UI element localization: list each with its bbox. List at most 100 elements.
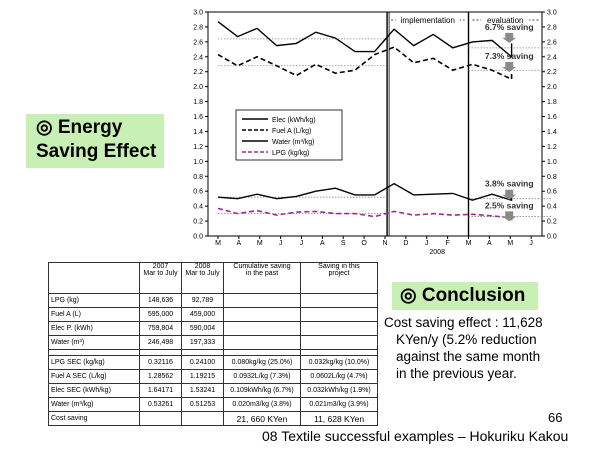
table-cell: 148,636 bbox=[139, 293, 182, 308]
y2-tick-label: 1.2 bbox=[547, 144, 557, 151]
x-tick-label: J bbox=[300, 240, 304, 247]
table-row: Elec SEC (kWh/kg) 1.64171 1.53241 0.109kWh/… bbox=[48, 383, 378, 398]
conclusion-line: KYen/y (5.2% reduction bbox=[396, 332, 537, 347]
x-tick-label: S bbox=[341, 240, 346, 247]
table-row-label: Fuel A (L) bbox=[48, 307, 140, 322]
table-header-cell: Saving in this project bbox=[300, 262, 378, 294]
table-cell bbox=[300, 307, 378, 322]
energy-saving-badge: ◎ Energy Saving Effect bbox=[26, 114, 164, 168]
table-cell: 0.020m3/kg (3.8%) bbox=[223, 397, 301, 412]
table-cell: 0.032kWh/kg (1.9%) bbox=[300, 383, 378, 398]
saving-label: 3.8% saving bbox=[485, 179, 534, 189]
energy-saving-line2: Saving Effect bbox=[36, 141, 157, 162]
table-row: Water (m³/kg) 0.53261 0.51253 0.020m3/kg (3… bbox=[48, 397, 378, 412]
x-tick-label: A bbox=[320, 240, 325, 247]
table-header-cell: Cumulative saving in the past bbox=[223, 262, 301, 294]
y2-tick-label: 2.2 bbox=[547, 69, 557, 76]
table-cell: 0.51253 bbox=[181, 397, 224, 412]
x-tick-label: F bbox=[445, 240, 449, 247]
y-tick-label: 1.8 bbox=[193, 99, 203, 106]
y-tick-label: 2.2 bbox=[193, 69, 203, 76]
y2-tick-label: 0.6 bbox=[547, 189, 557, 196]
conclusion-line: against the same month bbox=[396, 349, 541, 364]
table-cell: 0.080kg/kg (25.0%) bbox=[223, 355, 301, 370]
saving-arrow bbox=[502, 189, 517, 200]
table-cell bbox=[139, 411, 182, 426]
table-row-label: LPG SEC (kg/kg) bbox=[48, 355, 140, 370]
y2-tick-label: 0.2 bbox=[547, 219, 557, 226]
table-row-label: Water (m³/kg) bbox=[48, 397, 140, 412]
table-header-cell: 2007 Mar to July bbox=[139, 262, 182, 294]
y-tick-label: 1.4 bbox=[193, 129, 203, 136]
table-cell: 1.28562 bbox=[139, 369, 182, 384]
saving-arrow bbox=[502, 211, 517, 222]
table-cell: 0.53261 bbox=[139, 397, 182, 412]
conclusion-line: Cost saving effect : 11,628 bbox=[384, 315, 543, 330]
legend-label: LPG (kg/kg) bbox=[272, 150, 309, 157]
x-tick-label: N bbox=[382, 240, 387, 247]
saving-label: 7.3% saving bbox=[485, 51, 534, 61]
y2-tick-label: 0.0 bbox=[547, 234, 557, 241]
y-tick-label: 2.0 bbox=[193, 84, 203, 91]
x-tick-label: M bbox=[257, 240, 263, 247]
table-cell bbox=[300, 335, 378, 350]
table-cell: 595,000 bbox=[139, 307, 182, 322]
footer-caption: 08 Textile successful examples – Hokurik… bbox=[262, 428, 569, 444]
table-cell: 0.0932L/kg (7.3%) bbox=[223, 369, 301, 384]
table-row-label: Fuel A SEC (L/kg) bbox=[48, 369, 140, 384]
y-tick-label: 1.0 bbox=[193, 159, 203, 166]
table-cell: 246,498 bbox=[139, 335, 182, 350]
table-row-label: Cost saving bbox=[48, 411, 140, 426]
table-cell: 0.032kg/kg (10.0%) bbox=[300, 355, 378, 370]
table-header-row: 2007 Mar to July 2008 Mar to July Cumulative… bbox=[48, 262, 378, 294]
y-tick-label: 0.4 bbox=[193, 204, 203, 211]
table-row: Fuel A (L) 595,000 459,000 bbox=[48, 307, 378, 322]
x-tick-label: O bbox=[361, 240, 367, 247]
x-year-label: 2008 bbox=[429, 249, 445, 256]
x-tick-label: M bbox=[466, 240, 472, 247]
y2-tick-label: 2.6 bbox=[547, 39, 557, 46]
table-row-label: LPG (kg) bbox=[48, 293, 140, 308]
x-tick-label: J bbox=[425, 240, 429, 247]
legend-label: Fuel A (L/kg) bbox=[272, 128, 311, 135]
table-row-label: Elec P. (kWh) bbox=[48, 321, 140, 336]
conclusion-line: in the previous year. bbox=[396, 366, 517, 381]
table-cell: 21, 660 KYen bbox=[223, 411, 301, 426]
table-cell bbox=[181, 411, 224, 426]
series-line bbox=[217, 46, 513, 81]
table-row: Elec P. (kWh) 759,804 590,004 bbox=[48, 321, 378, 336]
y2-tick-label: 0.8 bbox=[547, 174, 557, 181]
y-tick-label: 2.4 bbox=[193, 54, 203, 61]
table-header-cell: 2008 Mar to July bbox=[181, 262, 224, 294]
series-line bbox=[217, 207, 513, 221]
y2-tick-label: 1.4 bbox=[547, 129, 557, 136]
legend-label: Elec (kWh/kg) bbox=[272, 117, 316, 124]
table-cell: 0.32116 bbox=[139, 355, 182, 370]
y-tick-label: 0.6 bbox=[193, 189, 203, 196]
table-row-label: Elec SEC (kWh/kg) bbox=[48, 383, 140, 398]
plot-frame bbox=[207, 11, 543, 237]
table-row: Cost saving 21, 660 KYen 11, 628 KYen bbox=[48, 411, 378, 426]
evaluation-label-bg bbox=[481, 14, 530, 26]
energy-saving-line1: ◎ Energy bbox=[36, 117, 123, 138]
x-tick-label: A bbox=[237, 240, 242, 247]
y2-tick-label: 1.8 bbox=[547, 99, 557, 106]
y2-tick-label: 1.6 bbox=[547, 114, 557, 121]
table-cell: 1.53241 bbox=[181, 383, 224, 398]
page-number: 66 bbox=[548, 410, 563, 425]
y-tick-label: 0.0 bbox=[193, 234, 203, 241]
saving-arrow bbox=[502, 62, 517, 73]
table-cell bbox=[223, 335, 301, 350]
x-tick-label: J bbox=[279, 240, 283, 247]
table-header-cell bbox=[48, 262, 140, 294]
y-tick-label: 3.0 bbox=[193, 10, 203, 17]
series-line bbox=[217, 182, 513, 202]
implementation-label-bg bbox=[395, 14, 460, 26]
summary-table: 2007 Mar to July 2008 Mar to July Cumulative… bbox=[48, 262, 378, 426]
y2-tick-label: 2.8 bbox=[547, 24, 557, 31]
conclusion-text: Cost saving effect : 11,628 KYen/y (5.2%… bbox=[384, 314, 598, 382]
x-tick-label: M bbox=[215, 240, 221, 247]
table-cell: 197,333 bbox=[181, 335, 224, 350]
table-row: Water (m³) 246,498 197,333 bbox=[48, 335, 378, 350]
table-cell: 590,004 bbox=[181, 321, 224, 336]
